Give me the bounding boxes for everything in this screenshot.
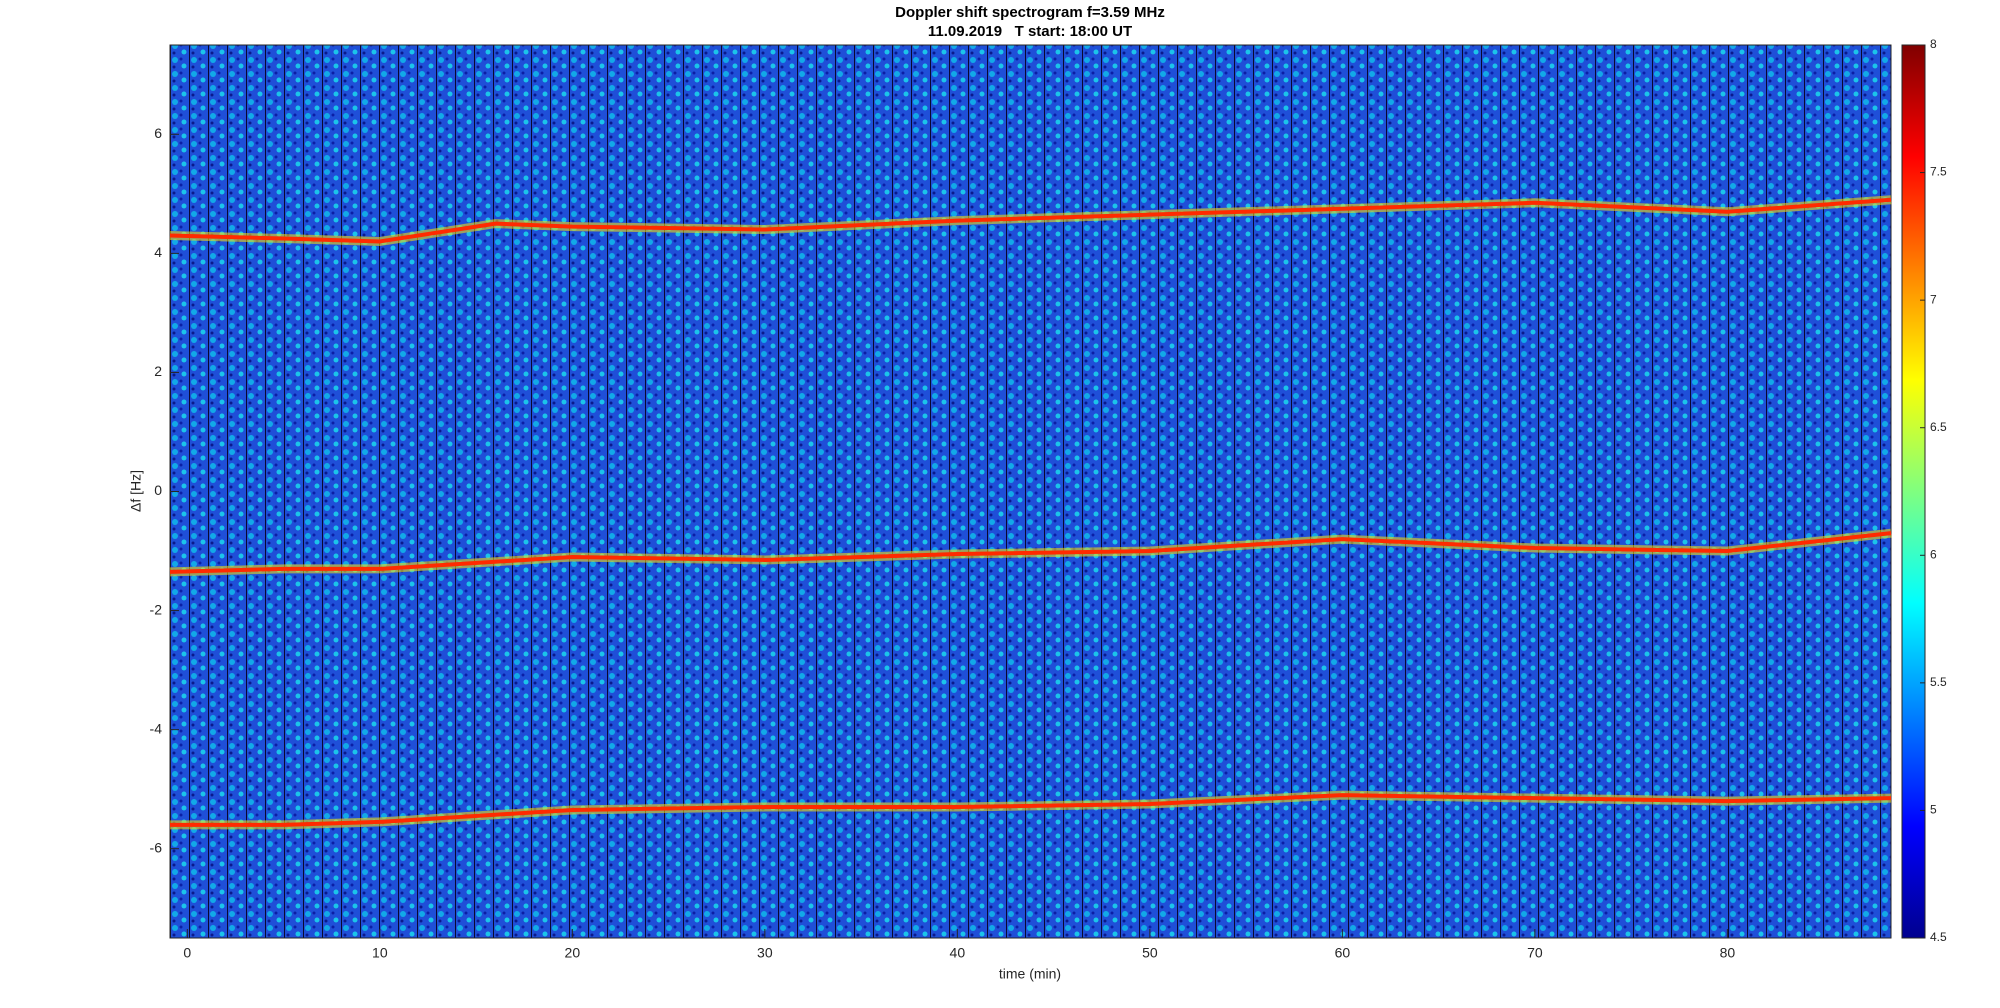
trace bbox=[169, 531, 1892, 574]
colorbar-tick-label: 5 bbox=[1930, 803, 1937, 817]
x-tick-label: 80 bbox=[1720, 945, 1736, 961]
trace bbox=[169, 197, 1892, 244]
spectrogram-background bbox=[170, 45, 1891, 938]
x-tick-label: 10 bbox=[372, 945, 388, 961]
colorbar-tick-label: 4.5 bbox=[1930, 930, 1947, 944]
x-axis-label: time (min) bbox=[999, 966, 1061, 982]
trace bbox=[170, 793, 1892, 827]
y-tick-label: -6 bbox=[150, 839, 163, 855]
y-tick-label: -4 bbox=[150, 720, 163, 736]
y-tick-label: 4 bbox=[154, 244, 162, 260]
chart-subtitle: 11.09.2019 T start: 18:00 UT bbox=[928, 23, 1132, 40]
x-tick-label: 0 bbox=[183, 945, 191, 961]
colorbar-tick-label: 6 bbox=[1930, 547, 1937, 561]
colorbar-tick-label: 6.5 bbox=[1930, 420, 1947, 434]
y-tick-label: -2 bbox=[150, 601, 163, 617]
x-tick-label: 40 bbox=[950, 945, 966, 961]
chart-title: Doppler shift spectrogram f=3.59 MHz bbox=[895, 4, 1165, 21]
y-tick-label: 2 bbox=[154, 363, 162, 379]
x-tick-label: 60 bbox=[1335, 945, 1351, 961]
x-tick-label: 30 bbox=[757, 945, 773, 961]
colorbar-tick-label: 8 bbox=[1930, 37, 1937, 51]
colorbar-tick-label: 5.5 bbox=[1930, 675, 1947, 689]
x-tick-label: 20 bbox=[565, 945, 581, 961]
y-axis-label: Δf [Hz] bbox=[128, 470, 144, 512]
colorbar-tick-label: 7 bbox=[1930, 292, 1937, 306]
colorbar bbox=[1901, 44, 1926, 939]
y-tick-label: 6 bbox=[154, 125, 162, 141]
y-tick-label: 0 bbox=[154, 482, 162, 498]
x-tick-label: 70 bbox=[1527, 945, 1543, 961]
colorbar-tick-label: 7.5 bbox=[1930, 165, 1947, 179]
x-tick-label: 50 bbox=[1142, 945, 1158, 961]
